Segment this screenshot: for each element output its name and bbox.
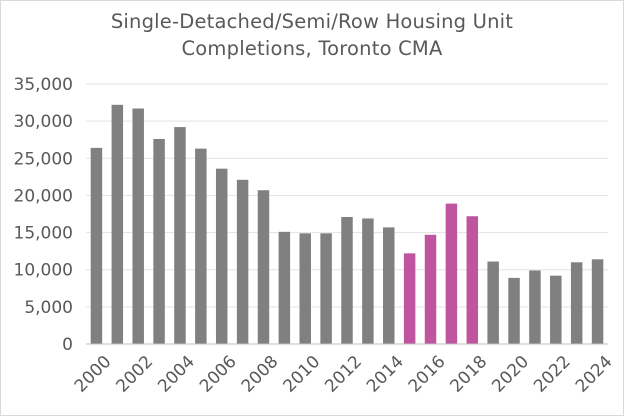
y-tick-label: 15,000 xyxy=(14,224,73,244)
y-tick-label: 25,000 xyxy=(14,149,73,169)
bar-2019 xyxy=(487,261,499,344)
chart-title-line-2: Completions, Toronto CMA xyxy=(181,37,443,60)
bar-2017 xyxy=(445,203,458,344)
chart-title-line-1: Single-Detached/Semi/Row Housing Unit xyxy=(110,10,514,33)
y-axis-tick-labels: 0 5,000 10,000 15,000 20,000 25,000 30,000 35,0… xyxy=(14,75,73,355)
bar-2011 xyxy=(320,233,332,344)
bar-2015 xyxy=(403,253,416,344)
x-tick-label: 2002 xyxy=(112,352,157,397)
x-tick-label: 2004 xyxy=(154,352,199,397)
bar-2018 xyxy=(466,216,479,344)
x-tick-label: 2012 xyxy=(321,352,366,397)
y-tick-label: 20,000 xyxy=(14,186,73,206)
x-tick-label: 2018 xyxy=(447,352,492,397)
y-tick-label: 30,000 xyxy=(14,112,73,132)
bar-2001 xyxy=(111,104,124,344)
x-tick-label: 2016 xyxy=(405,352,450,397)
x-tick-label: 2020 xyxy=(488,352,533,397)
x-tick-label: 2008 xyxy=(238,352,283,397)
bar-2009 xyxy=(278,231,291,344)
bar-2024 xyxy=(591,259,604,344)
bar-2002 xyxy=(132,108,144,344)
x-axis-tick-labels: 2000200220042006200820102012201420162018… xyxy=(71,352,617,397)
bar-2000 xyxy=(90,147,103,344)
x-tick-label: 2006 xyxy=(196,352,241,397)
bar-2008 xyxy=(257,190,270,344)
y-tick-label: 35,000 xyxy=(14,75,73,95)
bar-2016 xyxy=(424,234,437,344)
bar-2004 xyxy=(174,127,186,344)
bar-2022 xyxy=(550,275,562,344)
bar-2003 xyxy=(153,138,165,344)
bar-2013 xyxy=(362,218,374,344)
bar-2012 xyxy=(341,216,353,344)
bar-2014 xyxy=(383,227,395,344)
bar-2021 xyxy=(529,270,541,344)
x-tick-label: 2022 xyxy=(530,352,575,397)
y-tick-label: 10,000 xyxy=(14,261,73,281)
chart-title: Single-Detached/Semi/Row Housing Unit Co… xyxy=(0,8,624,62)
bar-2020 xyxy=(508,277,520,344)
y-tick-label: 0 xyxy=(62,335,73,355)
bar-2006 xyxy=(215,168,228,344)
bars xyxy=(90,104,604,344)
bar-2007 xyxy=(236,179,249,344)
bar-2005 xyxy=(195,148,207,344)
x-tick-label: 2014 xyxy=(363,352,408,397)
bar-2023 xyxy=(570,262,583,344)
y-tick-label: 5,000 xyxy=(24,298,73,318)
bar-2010 xyxy=(299,233,311,344)
x-tick-label: 2000 xyxy=(71,352,116,397)
x-tick-label: 2010 xyxy=(280,352,325,397)
x-tick-label: 2024 xyxy=(572,352,617,397)
